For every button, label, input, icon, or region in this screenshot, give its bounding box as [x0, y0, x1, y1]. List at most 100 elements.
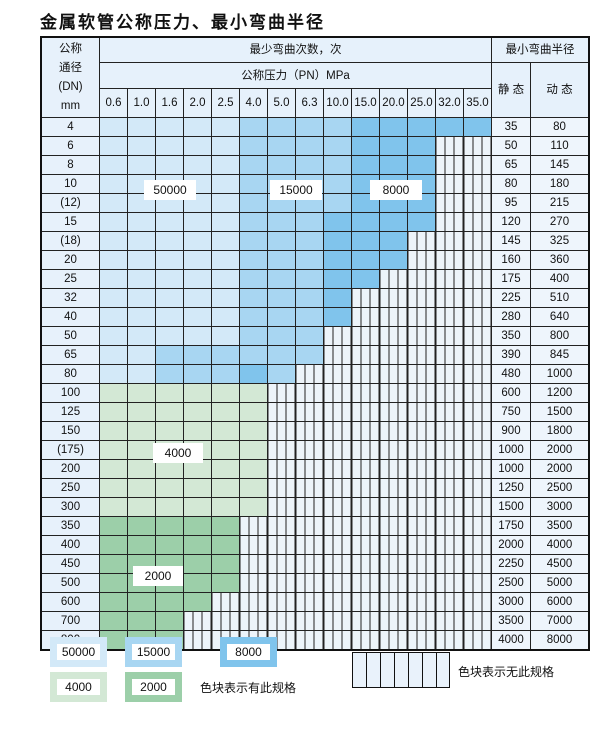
no-spec-cell — [435, 307, 464, 327]
spec-cell — [155, 212, 184, 232]
no-spec-cell — [407, 592, 436, 612]
table-row: 150 900 1800 — [40, 421, 590, 441]
spec-cell — [99, 250, 128, 270]
no-spec-cell — [351, 630, 380, 651]
table-row: 250 1250 2500 — [40, 478, 590, 498]
table-row: 8 65 145 — [40, 155, 590, 175]
spec-cell — [323, 193, 352, 213]
no-spec-cell — [267, 421, 296, 441]
spec-cell — [211, 231, 240, 251]
dn-header-line: mm — [60, 99, 81, 112]
spec-cell — [183, 497, 212, 517]
no-spec-cell — [379, 459, 408, 479]
no-spec-cell — [463, 592, 492, 612]
spec-cell — [155, 383, 184, 403]
spec-cell — [295, 117, 324, 137]
no-spec-cell — [435, 402, 464, 422]
dynamic-radius-cell: 6000 — [530, 592, 590, 612]
pressure-column-header: 10.0 — [323, 88, 352, 118]
legend-4000: 4000 — [50, 672, 107, 702]
no-spec-cell — [435, 174, 464, 194]
dn-cell: 32 — [40, 288, 100, 308]
spec-cell — [155, 269, 184, 289]
no-spec-cell — [463, 516, 492, 536]
table-row: (18) 145 325 — [40, 231, 590, 251]
no-spec-cell — [435, 364, 464, 384]
spec-cell — [239, 402, 268, 422]
static-radius-cell: 3000 — [491, 592, 531, 612]
legend-15000: 15000 — [125, 637, 182, 667]
no-spec-cell — [435, 421, 464, 441]
dynamic-radius-cell: 2500 — [530, 478, 590, 498]
spec-cell — [183, 535, 212, 555]
no-spec-cell — [351, 288, 380, 308]
no-spec-cell — [463, 269, 492, 289]
spec-cell — [323, 250, 352, 270]
no-spec-cell — [463, 345, 492, 365]
spec-cell — [211, 459, 240, 479]
pressure-column-header: 2.0 — [183, 88, 212, 118]
no-spec-cell — [379, 421, 408, 441]
spec-cell — [155, 421, 184, 441]
dynamic-radius-cell: 8000 — [530, 630, 590, 651]
spec-cell — [99, 554, 128, 574]
no-spec-cell — [407, 478, 436, 498]
no-spec-cell — [323, 592, 352, 612]
no-spec-cell — [435, 383, 464, 403]
static-radius-cell: 145 — [491, 231, 531, 251]
dn-cell: 25 — [40, 269, 100, 289]
spec-cell — [127, 611, 156, 631]
spec-cell — [211, 174, 240, 194]
no-spec-cell — [351, 326, 380, 346]
no-spec-cell — [351, 554, 380, 574]
spec-cell — [127, 136, 156, 156]
no-spec-cell — [407, 231, 436, 251]
spec-cell — [239, 136, 268, 156]
no-spec-cell — [351, 573, 380, 593]
no-spec-cell — [267, 535, 296, 555]
no-spec-cell — [351, 459, 380, 479]
dynamic-radius-cell: 800 — [530, 326, 590, 346]
no-spec-cell — [267, 516, 296, 536]
table-row: 15 120 270 — [40, 212, 590, 232]
dn-cell: 10 — [40, 174, 100, 194]
table-row: 6 50 110 — [40, 136, 590, 156]
spec-cell — [351, 250, 380, 270]
spec-cell — [127, 459, 156, 479]
spec-cell — [267, 307, 296, 327]
spec-table: 公称 通径 (DN) mm 最少弯曲次数，次 最小弯曲半径 公称压力（PN）MP… — [40, 36, 590, 651]
no-spec-cell — [267, 402, 296, 422]
spec-cell — [155, 478, 184, 498]
spec-cell — [267, 326, 296, 346]
dynamic-radius-cell: 2000 — [530, 459, 590, 479]
spec-cell — [183, 383, 212, 403]
spec-cell — [127, 288, 156, 308]
no-spec-cell — [379, 554, 408, 574]
static-radius-cell: 2000 — [491, 535, 531, 555]
no-spec-cell — [407, 516, 436, 536]
table-row: (175) 1000 2000 — [40, 440, 590, 460]
no-spec-cell — [407, 459, 436, 479]
spec-cell — [295, 288, 324, 308]
no-spec-cell — [323, 326, 352, 346]
no-spec-cell — [407, 307, 436, 327]
spec-cell — [99, 174, 128, 194]
spec-cell — [211, 554, 240, 574]
no-spec-cell — [239, 573, 268, 593]
legend-hatch-swatch — [352, 652, 450, 688]
spec-cell — [295, 269, 324, 289]
spec-cell — [99, 440, 128, 460]
spec-cell — [183, 478, 212, 498]
spec-cell — [99, 269, 128, 289]
dynamic-radius-cell: 2000 — [530, 440, 590, 460]
table-row: 80 480 1000 — [40, 364, 590, 384]
no-spec-cell — [379, 326, 408, 346]
dynamic-radius-cell: 215 — [530, 193, 590, 213]
legend-no-spec-text: 色块表示无此规格 — [458, 665, 555, 679]
dn-cell: 150 — [40, 421, 100, 441]
static-radius-cell: 35 — [491, 117, 531, 137]
dn-cell: 50 — [40, 326, 100, 346]
no-spec-cell — [407, 611, 436, 631]
no-spec-cell — [379, 573, 408, 593]
dn-cell: 200 — [40, 459, 100, 479]
